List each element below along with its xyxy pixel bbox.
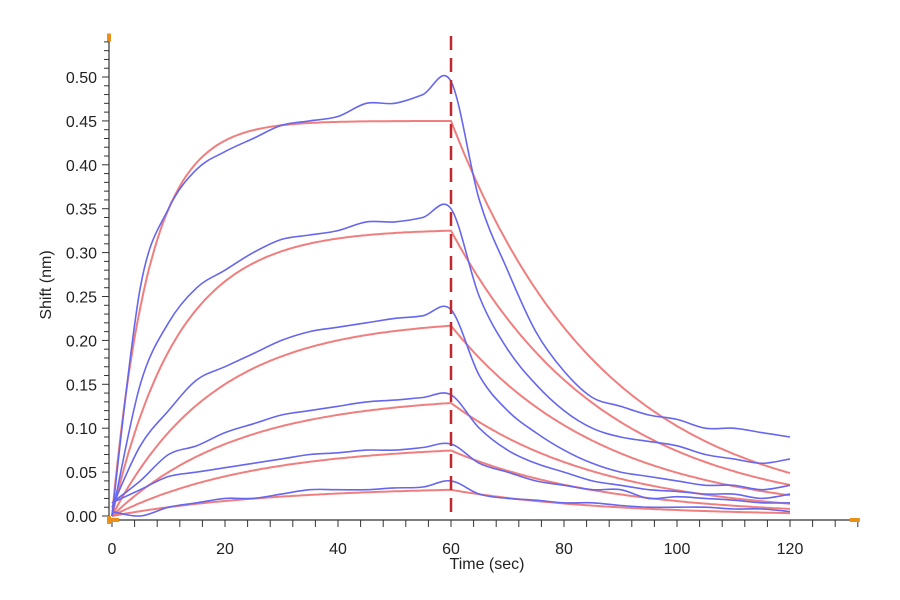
y-tick-label: 0.35 xyxy=(66,202,97,219)
measured-1-line xyxy=(111,74,791,517)
y-tick-label: 0.20 xyxy=(66,333,97,350)
x-tick-label: 0 xyxy=(108,541,117,558)
y-tick-label: 0.45 xyxy=(66,114,97,131)
series-layer xyxy=(111,74,791,517)
y-axis-end-marker xyxy=(107,33,111,42)
x-tick-label: 40 xyxy=(329,541,347,558)
y-tick-label: 0.05 xyxy=(66,465,97,482)
x-axis-title: Time (sec) xyxy=(450,556,525,573)
axes: 0 20 40 60 80 100 120 0.00 0.05 0.10 0.15 0.20 0.25 0… xyxy=(66,33,860,558)
origin-marker-x xyxy=(109,518,119,522)
fit-5-line xyxy=(111,449,791,517)
fit-1-line xyxy=(111,119,791,517)
y-tick-label: 0.00 xyxy=(66,509,97,526)
y-tick-label: 0.25 xyxy=(66,290,97,307)
y-tick-label: 0.50 xyxy=(66,70,97,87)
measured-2-line xyxy=(111,203,791,517)
x-tick-label: 20 xyxy=(216,541,234,558)
y-tick-label: 0.40 xyxy=(66,158,97,175)
y-tick-label: 0.30 xyxy=(66,246,97,263)
y-tick-label: 0.10 xyxy=(66,421,97,438)
measured-5-line xyxy=(111,442,791,504)
x-tick-label: 60 xyxy=(442,541,460,558)
x-tick-label: 100 xyxy=(664,541,691,558)
fit-4-line xyxy=(111,401,791,517)
x-tick-label: 120 xyxy=(777,541,804,558)
y-tick-label: 0.15 xyxy=(66,377,97,394)
fit-2-line xyxy=(111,229,791,517)
y-axis-title: Shift (nm) xyxy=(38,250,55,319)
x-axis-end-marker xyxy=(849,518,860,522)
x-tick-label: 80 xyxy=(555,541,573,558)
